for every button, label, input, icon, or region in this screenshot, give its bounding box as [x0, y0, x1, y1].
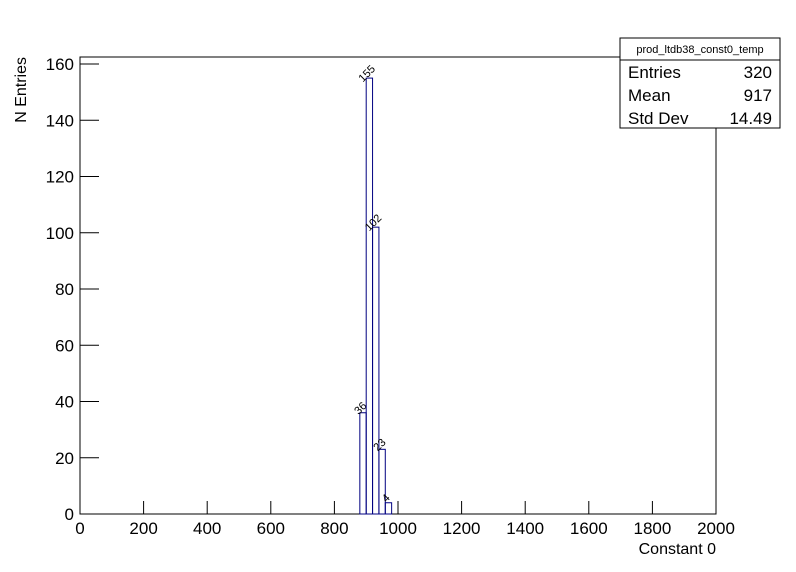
bar — [365, 77, 374, 515]
y-tick-label: 160 — [46, 55, 74, 74]
y-tick-label: 80 — [55, 280, 74, 299]
x-tick-label: 2000 — [697, 519, 735, 538]
x-tick-label: 1400 — [506, 519, 544, 538]
bar — [359, 412, 367, 515]
stats-value: 320 — [744, 63, 772, 82]
x-tick-label: 200 — [129, 519, 157, 538]
x-axis-title: Constant 0 — [639, 541, 716, 558]
stats-label: Mean — [628, 86, 671, 105]
y-tick-label: 40 — [55, 393, 74, 412]
bar — [372, 226, 380, 515]
y-axis-title: N Entries — [13, 57, 30, 123]
y-tick-label: 0 — [65, 505, 74, 524]
value-label: 36 — [352, 400, 369, 417]
y-tick-label: 60 — [55, 336, 74, 355]
bar — [384, 502, 393, 515]
value-label: 23 — [371, 437, 388, 454]
x-tick-label: 1600 — [570, 519, 608, 538]
x-tick-label: 1800 — [633, 519, 671, 538]
y-tick-label: 100 — [46, 224, 74, 243]
bar — [378, 448, 386, 515]
x-tick-label: 400 — [193, 519, 221, 538]
y-tick-label: 120 — [46, 168, 74, 187]
stats-label: Entries — [628, 63, 681, 82]
y-tick-label: 140 — [46, 111, 74, 130]
x-tick-label: 1200 — [443, 519, 481, 538]
x-tick-label: 1000 — [379, 519, 417, 538]
x-tick-label: 800 — [320, 519, 348, 538]
stats-value: 917 — [744, 86, 772, 105]
stats-title: prod_ltdb38_const0_temp — [636, 44, 763, 56]
stats-label: Std Dev — [628, 109, 689, 128]
y-tick-label: 20 — [55, 449, 74, 468]
stats-box — [619, 37, 781, 129]
x-tick-label: 0 — [75, 519, 84, 538]
stats-value: 14.49 — [729, 109, 772, 128]
value-label: 155 — [357, 63, 378, 84]
x-tick-label: 600 — [257, 519, 285, 538]
